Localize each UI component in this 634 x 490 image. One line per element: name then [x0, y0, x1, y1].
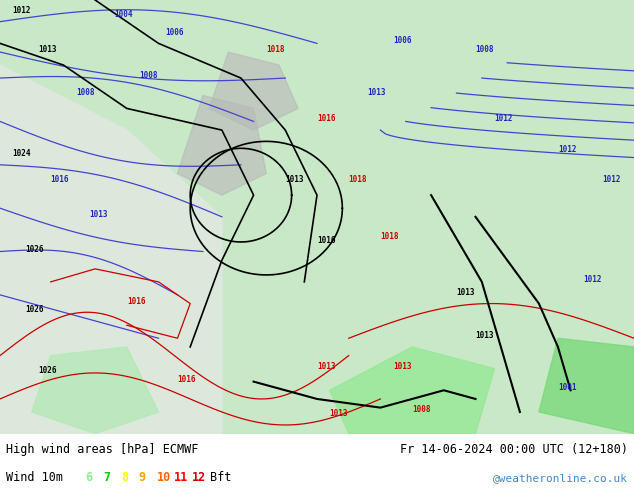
Text: 10: 10 — [157, 471, 171, 484]
Text: 7: 7 — [103, 471, 110, 484]
Text: 1008: 1008 — [476, 45, 494, 54]
Polygon shape — [330, 347, 495, 434]
Polygon shape — [539, 338, 634, 434]
Text: 1026: 1026 — [25, 305, 44, 314]
Text: 1008: 1008 — [76, 88, 94, 98]
Text: Bft: Bft — [210, 471, 231, 484]
Text: 1018: 1018 — [380, 231, 399, 241]
Polygon shape — [209, 52, 298, 130]
Text: 1006: 1006 — [165, 28, 183, 37]
Text: 1016: 1016 — [51, 175, 69, 184]
Text: 1013: 1013 — [330, 409, 348, 418]
Text: 8: 8 — [121, 471, 128, 484]
Text: 1008: 1008 — [139, 71, 158, 80]
Text: 1012: 1012 — [583, 275, 602, 284]
Text: 1008: 1008 — [412, 405, 430, 414]
Text: 1013: 1013 — [368, 88, 386, 98]
Text: 6: 6 — [86, 471, 93, 484]
Text: 1012: 1012 — [13, 6, 31, 15]
Text: 1013: 1013 — [89, 210, 107, 219]
Text: 1018: 1018 — [349, 175, 367, 184]
Text: 1016: 1016 — [178, 375, 196, 384]
Text: 1012: 1012 — [558, 145, 576, 154]
Text: 1013: 1013 — [317, 362, 335, 370]
Text: 1013: 1013 — [38, 45, 56, 54]
Text: 12: 12 — [192, 471, 206, 484]
Text: High wind areas [hPa] ECMWF: High wind areas [hPa] ECMWF — [6, 443, 198, 456]
Text: 1012: 1012 — [602, 175, 621, 184]
Text: 1016: 1016 — [127, 296, 145, 306]
Polygon shape — [32, 347, 158, 434]
Text: 1026: 1026 — [38, 366, 56, 375]
Text: 1013: 1013 — [393, 362, 411, 370]
Text: 1006: 1006 — [393, 36, 411, 46]
Text: 1013: 1013 — [456, 288, 475, 297]
Polygon shape — [178, 96, 266, 195]
Text: 1013: 1013 — [285, 175, 304, 184]
Text: 11: 11 — [174, 471, 188, 484]
Text: 1013: 1013 — [476, 331, 494, 340]
Text: 1016: 1016 — [317, 115, 335, 123]
Text: @weatheronline.co.uk: @weatheronline.co.uk — [493, 472, 628, 483]
Text: 1018: 1018 — [266, 45, 285, 54]
Text: 1016: 1016 — [317, 236, 335, 245]
Text: 1001: 1001 — [558, 383, 576, 392]
Text: 1024: 1024 — [13, 149, 31, 158]
Text: 1012: 1012 — [495, 115, 513, 123]
Text: Wind 10m: Wind 10m — [6, 471, 63, 484]
Text: 9: 9 — [139, 471, 146, 484]
Polygon shape — [0, 65, 222, 434]
Text: 1026: 1026 — [25, 245, 44, 253]
Text: Fr 14-06-2024 00:00 UTC (12+180): Fr 14-06-2024 00:00 UTC (12+180) — [399, 443, 628, 456]
Text: 1004: 1004 — [114, 10, 133, 19]
